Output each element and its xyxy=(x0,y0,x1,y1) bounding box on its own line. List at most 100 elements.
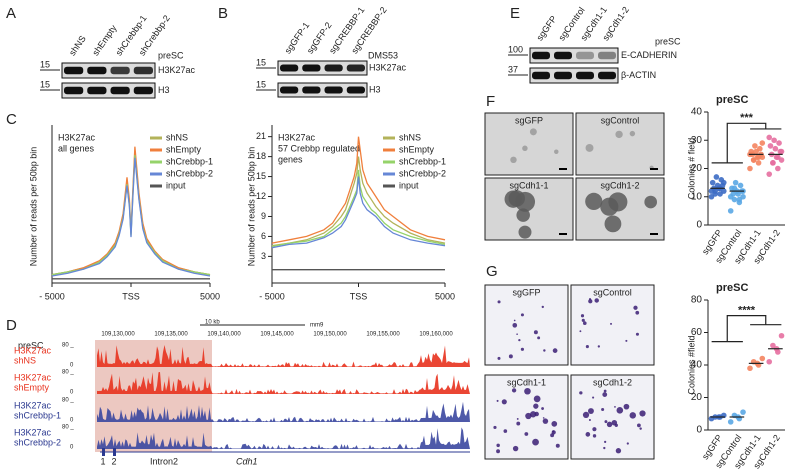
colony xyxy=(585,143,594,152)
signal-track xyxy=(97,427,470,449)
y-axis-label: Colonies # field xyxy=(686,138,696,200)
track-label: shCrebbp-1 xyxy=(14,410,61,420)
y-tick-label: 40 xyxy=(691,360,703,371)
colony xyxy=(592,396,595,399)
x-tick-label: 5000 xyxy=(200,291,220,301)
colony xyxy=(503,429,508,433)
y-tick-label: 6 xyxy=(261,231,266,241)
colony xyxy=(581,318,585,322)
series-line xyxy=(271,136,446,244)
blot-band xyxy=(532,51,550,60)
colony xyxy=(533,395,541,403)
micrograph xyxy=(575,112,665,176)
colony xyxy=(611,420,618,426)
panel-label: C xyxy=(6,111,17,128)
colony xyxy=(550,433,555,438)
colony xyxy=(533,330,538,335)
colony xyxy=(582,411,590,419)
colony xyxy=(493,425,497,430)
point xyxy=(747,365,753,372)
point xyxy=(770,160,776,166)
image-label: sgCdh1-1 xyxy=(507,377,546,387)
coordinate: 109,155,000 xyxy=(366,332,400,338)
point xyxy=(752,143,758,149)
colony xyxy=(512,322,518,328)
lane-label: sgGFP xyxy=(534,14,558,43)
colony xyxy=(597,345,601,348)
x-tick-label: - 5000 xyxy=(39,291,65,301)
signal-track xyxy=(97,401,470,422)
colony xyxy=(604,215,622,233)
legend-label: shEmpty xyxy=(166,144,202,154)
colony xyxy=(626,442,629,445)
point xyxy=(712,191,718,197)
annotation: genes xyxy=(278,154,303,164)
blot-name: H3K27ac xyxy=(158,65,196,75)
legend-label: shCrebbp-1 xyxy=(166,156,213,166)
coordinate: 109,140,000 xyxy=(207,332,241,338)
colony xyxy=(604,420,608,424)
colony xyxy=(610,322,613,325)
colony xyxy=(606,421,613,428)
point xyxy=(736,196,743,203)
point xyxy=(766,358,773,365)
point xyxy=(709,179,716,186)
colony xyxy=(497,356,501,360)
colony xyxy=(524,387,531,395)
point xyxy=(776,140,782,146)
image-label: sgControl xyxy=(601,115,640,125)
blot-band xyxy=(133,86,153,95)
colony xyxy=(592,427,597,432)
blot xyxy=(61,62,156,79)
blot-name: E-CADHERIN xyxy=(621,50,677,60)
colony xyxy=(644,195,658,209)
colony xyxy=(529,411,537,418)
x-tick-label: TSS xyxy=(122,291,140,301)
gene-label: Cdh1 xyxy=(236,456,258,466)
colony xyxy=(511,388,517,393)
colony xyxy=(603,446,606,450)
point xyxy=(759,355,766,362)
track-label: H3K27ac xyxy=(14,400,52,410)
signal-track xyxy=(97,345,470,367)
colony xyxy=(518,339,521,342)
colony xyxy=(501,399,507,405)
colony xyxy=(585,345,589,349)
colony xyxy=(588,419,591,422)
series-line xyxy=(271,156,446,247)
size-marker: 15 xyxy=(256,79,266,89)
coordinate: 109,160,000 xyxy=(419,332,453,338)
blot-band xyxy=(576,51,594,60)
colony xyxy=(616,407,624,414)
colony xyxy=(637,423,641,428)
panel-label: D xyxy=(6,317,17,334)
track-range: 80 _ xyxy=(62,425,74,431)
lane-label: shNS xyxy=(67,34,88,58)
x-tick-label: 5000 xyxy=(435,291,455,301)
image-label: sgCdh1-2 xyxy=(593,377,632,387)
blot-band xyxy=(554,71,572,80)
colony xyxy=(629,130,636,137)
point xyxy=(766,134,773,141)
significance-bracket xyxy=(711,315,782,343)
blot xyxy=(277,82,368,98)
point xyxy=(737,182,744,189)
blot-name: β-ACTIN xyxy=(621,70,656,80)
x-tick-label: - 5000 xyxy=(259,291,285,301)
colony xyxy=(532,438,539,446)
colony xyxy=(639,410,646,417)
blot-band xyxy=(133,66,153,75)
colony xyxy=(508,354,513,359)
colony xyxy=(629,412,637,419)
coordinate: 109,135,000 xyxy=(154,332,188,338)
colony xyxy=(529,128,537,136)
annotation: H3K27ac xyxy=(278,132,316,142)
image-label: sgControl xyxy=(593,287,632,297)
point xyxy=(775,165,781,172)
blot xyxy=(529,47,619,64)
blot-band xyxy=(346,86,365,94)
colony xyxy=(516,417,519,420)
colony xyxy=(512,445,519,452)
blot-band xyxy=(302,64,321,72)
colony xyxy=(554,149,559,154)
